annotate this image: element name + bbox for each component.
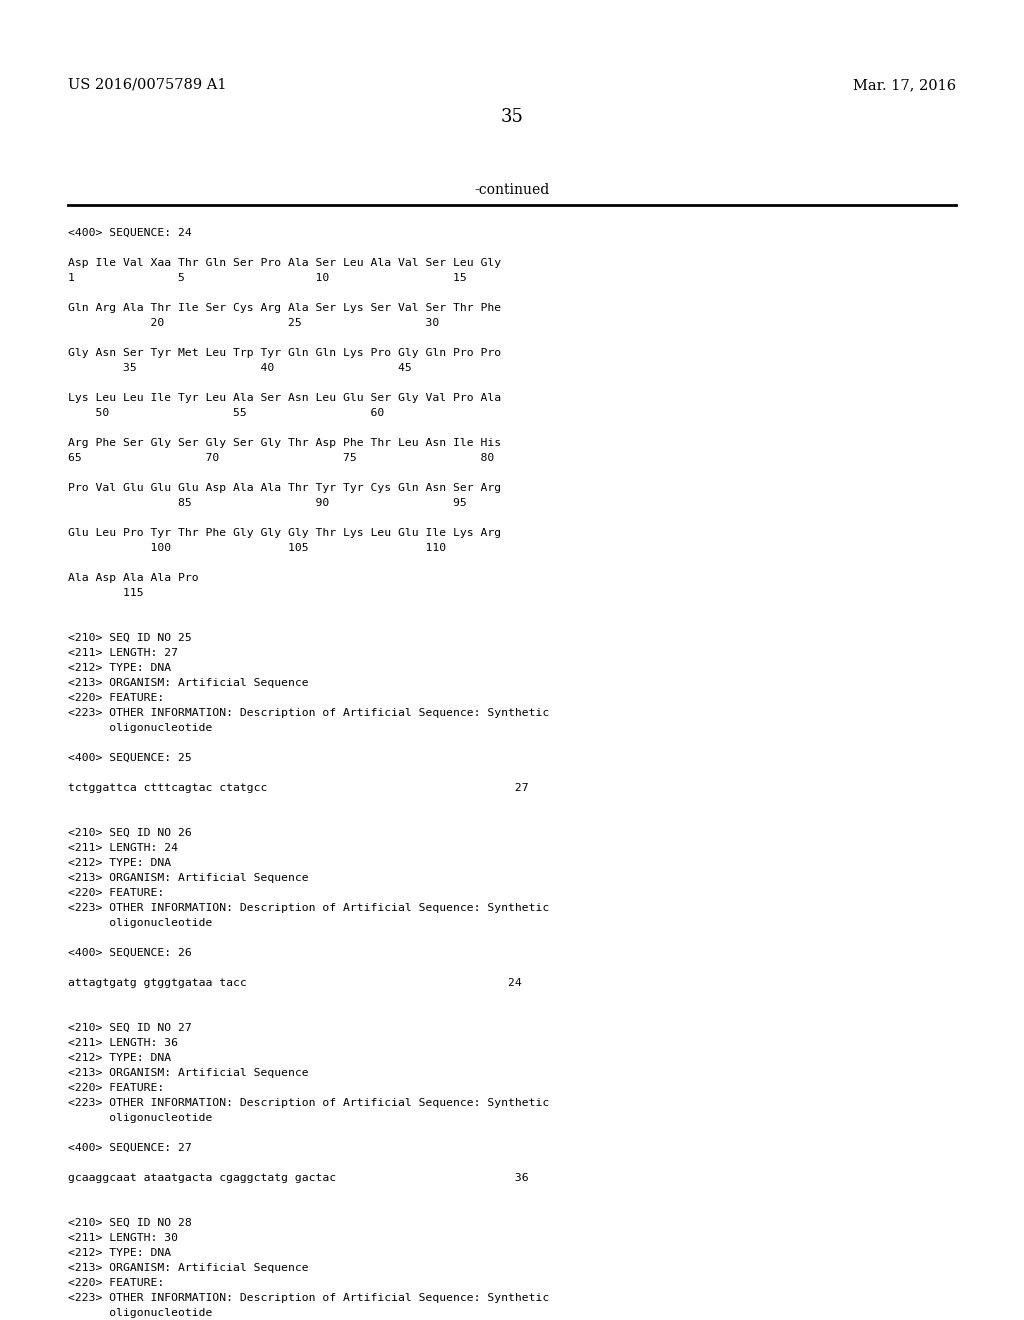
- Text: Pro Val Glu Glu Glu Asp Ala Ala Thr Tyr Tyr Cys Gln Asn Ser Arg: Pro Val Glu Glu Glu Asp Ala Ala Thr Tyr …: [68, 483, 501, 492]
- Text: <210> SEQ ID NO 28: <210> SEQ ID NO 28: [68, 1218, 191, 1228]
- Text: <223> OTHER INFORMATION: Description of Artificial Sequence: Synthetic: <223> OTHER INFORMATION: Description of …: [68, 1294, 549, 1303]
- Text: oligonucleotide: oligonucleotide: [68, 723, 212, 733]
- Text: <400> SEQUENCE: 25: <400> SEQUENCE: 25: [68, 752, 191, 763]
- Text: <213> ORGANISM: Artificial Sequence: <213> ORGANISM: Artificial Sequence: [68, 678, 308, 688]
- Text: 100                 105                 110: 100 105 110: [68, 543, 446, 553]
- Text: 35: 35: [501, 108, 523, 125]
- Text: Gly Asn Ser Tyr Met Leu Trp Tyr Gln Gln Lys Pro Gly Gln Pro Pro: Gly Asn Ser Tyr Met Leu Trp Tyr Gln Gln …: [68, 348, 501, 358]
- Text: attagtgatg gtggtgataa tacc                                      24: attagtgatg gtggtgataa tacc 24: [68, 978, 522, 987]
- Text: <211> LENGTH: 30: <211> LENGTH: 30: [68, 1233, 178, 1243]
- Text: <210> SEQ ID NO 26: <210> SEQ ID NO 26: [68, 828, 191, 838]
- Text: <211> LENGTH: 36: <211> LENGTH: 36: [68, 1038, 178, 1048]
- Text: Mar. 17, 2016: Mar. 17, 2016: [853, 78, 956, 92]
- Text: oligonucleotide: oligonucleotide: [68, 1113, 212, 1123]
- Text: <211> LENGTH: 27: <211> LENGTH: 27: [68, 648, 178, 657]
- Text: <211> LENGTH: 24: <211> LENGTH: 24: [68, 843, 178, 853]
- Text: <213> ORGANISM: Artificial Sequence: <213> ORGANISM: Artificial Sequence: [68, 873, 308, 883]
- Text: Gln Arg Ala Thr Ile Ser Cys Arg Ala Ser Lys Ser Val Ser Thr Phe: Gln Arg Ala Thr Ile Ser Cys Arg Ala Ser …: [68, 304, 501, 313]
- Text: 35                  40                  45: 35 40 45: [68, 363, 412, 374]
- Text: 65                  70                  75                  80: 65 70 75 80: [68, 453, 495, 463]
- Text: <212> TYPE: DNA: <212> TYPE: DNA: [68, 858, 171, 869]
- Text: gcaaggcaat ataatgacta cgaggctatg gactac                          36: gcaaggcaat ataatgacta cgaggctatg gactac …: [68, 1173, 528, 1183]
- Text: Asp Ile Val Xaa Thr Gln Ser Pro Ala Ser Leu Ala Val Ser Leu Gly: Asp Ile Val Xaa Thr Gln Ser Pro Ala Ser …: [68, 257, 501, 268]
- Text: <212> TYPE: DNA: <212> TYPE: DNA: [68, 1053, 171, 1063]
- Text: <210> SEQ ID NO 25: <210> SEQ ID NO 25: [68, 634, 191, 643]
- Text: US 2016/0075789 A1: US 2016/0075789 A1: [68, 78, 226, 92]
- Text: Ala Asp Ala Ala Pro: Ala Asp Ala Ala Pro: [68, 573, 199, 583]
- Text: 50                  55                  60: 50 55 60: [68, 408, 384, 418]
- Text: oligonucleotide: oligonucleotide: [68, 1308, 212, 1317]
- Text: <400> SEQUENCE: 24: <400> SEQUENCE: 24: [68, 228, 191, 238]
- Text: <220> FEATURE:: <220> FEATURE:: [68, 1278, 164, 1288]
- Text: 115: 115: [68, 587, 143, 598]
- Text: -continued: -continued: [474, 183, 550, 197]
- Text: <223> OTHER INFORMATION: Description of Artificial Sequence: Synthetic: <223> OTHER INFORMATION: Description of …: [68, 903, 549, 913]
- Text: <220> FEATURE:: <220> FEATURE:: [68, 693, 164, 704]
- Text: <212> TYPE: DNA: <212> TYPE: DNA: [68, 663, 171, 673]
- Text: <212> TYPE: DNA: <212> TYPE: DNA: [68, 1247, 171, 1258]
- Text: <213> ORGANISM: Artificial Sequence: <213> ORGANISM: Artificial Sequence: [68, 1263, 308, 1272]
- Text: Arg Phe Ser Gly Ser Gly Ser Gly Thr Asp Phe Thr Leu Asn Ile His: Arg Phe Ser Gly Ser Gly Ser Gly Thr Asp …: [68, 438, 501, 447]
- Text: oligonucleotide: oligonucleotide: [68, 917, 212, 928]
- Text: <213> ORGANISM: Artificial Sequence: <213> ORGANISM: Artificial Sequence: [68, 1068, 308, 1078]
- Text: 20                  25                  30: 20 25 30: [68, 318, 439, 327]
- Text: Lys Leu Leu Ile Tyr Leu Ala Ser Asn Leu Glu Ser Gly Val Pro Ala: Lys Leu Leu Ile Tyr Leu Ala Ser Asn Leu …: [68, 393, 501, 403]
- Text: <220> FEATURE:: <220> FEATURE:: [68, 888, 164, 898]
- Text: <400> SEQUENCE: 27: <400> SEQUENCE: 27: [68, 1143, 191, 1152]
- Text: <210> SEQ ID NO 27: <210> SEQ ID NO 27: [68, 1023, 191, 1034]
- Text: <223> OTHER INFORMATION: Description of Artificial Sequence: Synthetic: <223> OTHER INFORMATION: Description of …: [68, 708, 549, 718]
- Text: 1               5                   10                  15: 1 5 10 15: [68, 273, 467, 282]
- Text: tctggattca ctttcagtac ctatgcc                                    27: tctggattca ctttcagtac ctatgcc 27: [68, 783, 528, 793]
- Text: <220> FEATURE:: <220> FEATURE:: [68, 1082, 164, 1093]
- Text: <400> SEQUENCE: 26: <400> SEQUENCE: 26: [68, 948, 191, 958]
- Text: Glu Leu Pro Tyr Thr Phe Gly Gly Gly Thr Lys Leu Glu Ile Lys Arg: Glu Leu Pro Tyr Thr Phe Gly Gly Gly Thr …: [68, 528, 501, 539]
- Text: 85                  90                  95: 85 90 95: [68, 498, 467, 508]
- Text: <223> OTHER INFORMATION: Description of Artificial Sequence: Synthetic: <223> OTHER INFORMATION: Description of …: [68, 1098, 549, 1107]
